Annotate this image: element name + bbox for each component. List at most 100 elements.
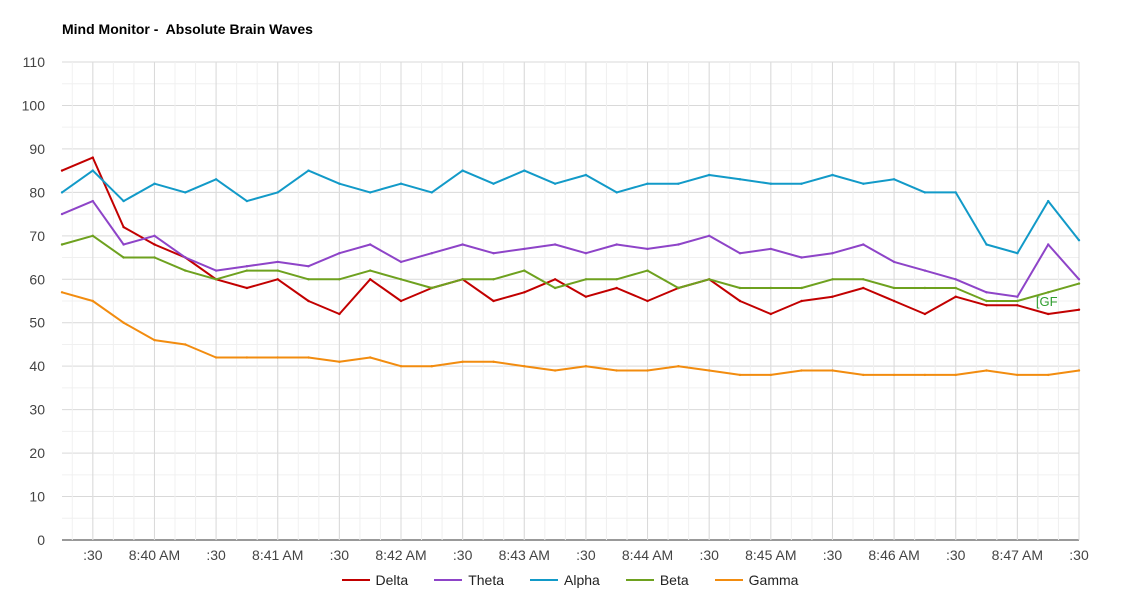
y-tick-label: 10 bbox=[29, 489, 45, 505]
data-point-alpha bbox=[553, 182, 557, 185]
x-tick-label: 8:40 AM bbox=[129, 547, 180, 563]
data-point-theta bbox=[307, 265, 310, 268]
data-point-theta bbox=[954, 278, 957, 281]
data-point-beta bbox=[245, 269, 249, 272]
data-point-beta bbox=[862, 278, 865, 281]
legend-label: Gamma bbox=[748, 572, 799, 588]
data-point-alpha bbox=[615, 191, 618, 194]
data-point-gamma bbox=[1016, 373, 1019, 377]
data-point-theta bbox=[1077, 278, 1081, 281]
annotations: [GF bbox=[1036, 294, 1058, 309]
data-point-delta bbox=[1016, 304, 1019, 307]
data-point-delta bbox=[615, 286, 618, 290]
data-point-beta bbox=[153, 256, 156, 259]
y-tick-label: 90 bbox=[29, 141, 45, 157]
data-point-alpha bbox=[184, 191, 187, 194]
data-point-beta bbox=[369, 269, 372, 272]
y-tick-label: 60 bbox=[29, 271, 45, 287]
data-point-gamma bbox=[615, 369, 618, 372]
data-point-delta bbox=[60, 169, 64, 172]
data-point-gamma bbox=[91, 299, 95, 303]
legend-item-delta[interactable]: Delta bbox=[341, 572, 408, 588]
x-tick-label: 8:41 AM bbox=[252, 547, 303, 563]
data-point-delta bbox=[338, 312, 341, 316]
data-point-delta bbox=[892, 299, 896, 303]
data-point-gamma bbox=[461, 360, 464, 363]
legend-item-gamma[interactable]: Gamma bbox=[714, 572, 799, 588]
data-point-delta bbox=[800, 299, 803, 303]
x-tick-label: :30 bbox=[453, 547, 473, 563]
data-point-beta bbox=[615, 278, 618, 281]
data-point-delta bbox=[862, 286, 865, 290]
x-tick-label: 8:47 AM bbox=[992, 547, 1043, 563]
x-tick-label: :30 bbox=[946, 547, 966, 563]
data-point-beta bbox=[769, 286, 772, 290]
grid bbox=[62, 61, 1080, 541]
data-point-theta bbox=[1016, 295, 1019, 298]
y-tick-label: 30 bbox=[29, 402, 45, 418]
y-tick-label: 0 bbox=[37, 532, 45, 548]
data-point-delta bbox=[646, 299, 649, 303]
data-point-alpha bbox=[338, 182, 341, 185]
data-point-alpha bbox=[153, 182, 156, 185]
data-point-gamma bbox=[677, 365, 680, 368]
data-point-gamma bbox=[892, 373, 896, 377]
data-point-delta bbox=[523, 291, 526, 294]
data-point-alpha bbox=[769, 182, 772, 185]
data-point-alpha bbox=[430, 191, 433, 194]
x-tick-label: :30 bbox=[699, 547, 719, 563]
data-point-theta bbox=[831, 252, 834, 255]
data-point-alpha bbox=[307, 169, 310, 172]
data-point-theta bbox=[892, 260, 896, 264]
data-point-delta bbox=[584, 295, 588, 298]
legend-item-alpha[interactable]: Alpha bbox=[530, 572, 600, 588]
data-point-delta bbox=[1047, 312, 1050, 316]
data-point-gamma bbox=[492, 360, 495, 363]
data-point-gamma bbox=[985, 369, 988, 372]
data-point-theta bbox=[646, 247, 649, 251]
data-point-theta bbox=[60, 212, 64, 216]
data-point-alpha bbox=[214, 178, 218, 181]
data-point-beta bbox=[553, 286, 557, 290]
x-tick-label: :30 bbox=[206, 547, 226, 563]
data-point-alpha bbox=[677, 182, 680, 185]
legend: Delta Theta Alpha Beta Gamma bbox=[0, 572, 1140, 588]
data-point-beta bbox=[523, 269, 526, 272]
data-point-gamma bbox=[369, 356, 372, 359]
data-point-beta bbox=[60, 243, 64, 246]
legend-item-theta[interactable]: Theta bbox=[434, 572, 504, 588]
data-point-gamma bbox=[399, 365, 403, 368]
data-point-alpha bbox=[985, 243, 988, 246]
data-point-beta bbox=[91, 234, 95, 237]
legend-item-beta[interactable]: Beta bbox=[625, 572, 689, 588]
legend-swatch bbox=[625, 579, 654, 581]
data-point-beta bbox=[492, 278, 495, 281]
y-tick-label: 40 bbox=[29, 358, 45, 374]
series-line-delta bbox=[61, 156, 1080, 315]
data-point-theta bbox=[800, 256, 803, 259]
data-point-alpha bbox=[1016, 252, 1019, 255]
x-tick-label: 8:46 AM bbox=[868, 547, 919, 563]
data-point-beta bbox=[677, 286, 680, 290]
data-point-theta bbox=[738, 252, 742, 255]
data-point-beta bbox=[646, 269, 649, 272]
data-point-gamma bbox=[954, 373, 957, 377]
x-tick-label: :30 bbox=[330, 547, 350, 563]
data-point-theta bbox=[1047, 243, 1050, 246]
data-point-delta bbox=[153, 243, 156, 246]
data-point-theta bbox=[553, 243, 557, 246]
y-tick-label: 50 bbox=[29, 315, 45, 331]
data-point-beta bbox=[1077, 282, 1081, 285]
data-point-beta bbox=[708, 278, 711, 281]
data-point-alpha bbox=[399, 182, 403, 185]
data-point-delta bbox=[492, 299, 495, 303]
data-point-gamma bbox=[122, 321, 125, 324]
data-point-beta bbox=[214, 278, 218, 281]
data-point-delta bbox=[91, 156, 95, 159]
data-point-gamma bbox=[1077, 369, 1081, 372]
data-point-beta bbox=[985, 299, 988, 303]
y-tick-label: 70 bbox=[29, 228, 45, 244]
data-point-beta bbox=[1016, 299, 1019, 303]
data-point-beta bbox=[738, 286, 742, 290]
legend-label: Alpha bbox=[564, 572, 600, 588]
